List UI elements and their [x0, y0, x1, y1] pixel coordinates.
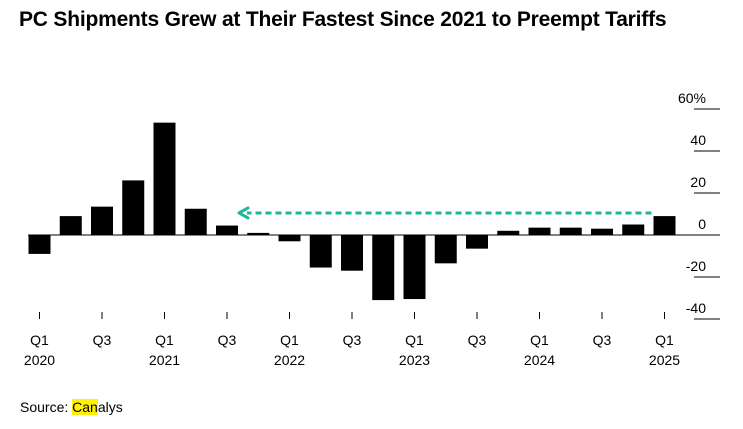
bar	[653, 216, 676, 235]
bar	[153, 122, 176, 235]
bar	[622, 224, 645, 235]
x-tick-quarter: Q3	[343, 332, 362, 348]
y-tick-label: 60%	[678, 90, 706, 106]
source-rest: alys	[97, 399, 123, 415]
bar	[122, 180, 145, 235]
x-axis: Q1 2020 Q3 Q1 2021 Q3 Q1 2022 Q3 Q1 2023 Q3 Q1 2024 Q3…	[24, 312, 680, 368]
y-tick-label: 40	[690, 132, 706, 148]
x-tick-quarter: Q3	[93, 332, 112, 348]
bar	[591, 228, 613, 235]
bar	[559, 227, 582, 235]
bar	[434, 235, 457, 264]
bars	[28, 122, 676, 301]
bar	[341, 235, 363, 271]
bar	[216, 225, 238, 235]
chart-title: PC Shipments Grew at Their Fastest Since…	[19, 8, 667, 31]
x-tick-quarter: Q3	[593, 332, 612, 348]
bar	[403, 235, 426, 300]
x-tick-quarter: Q3	[468, 332, 487, 348]
x-tick-quarter: Q3	[218, 332, 237, 348]
bar	[528, 227, 551, 235]
bar	[247, 232, 270, 235]
bar	[28, 235, 51, 254]
source-prefix: Source:	[20, 399, 73, 415]
annotation-arrow	[237, 206, 652, 220]
bar	[466, 235, 488, 249]
bar	[184, 208, 207, 235]
y-tick-label: 20	[690, 174, 706, 190]
x-tick-quarter: Q1	[405, 332, 424, 348]
bar	[372, 235, 395, 301]
x-tick-year: 2023	[399, 352, 430, 368]
x-tick-year: 2020	[24, 352, 55, 368]
bar	[278, 235, 301, 242]
x-tick-quarter: Q1	[530, 332, 549, 348]
x-tick-quarter: Q1	[655, 332, 674, 348]
x-tick-year: 2021	[149, 352, 180, 368]
arrow-head	[237, 206, 250, 220]
bar	[59, 216, 82, 235]
source-highlight: Can	[72, 399, 98, 415]
x-tick-quarter: Q1	[30, 332, 49, 348]
bar	[309, 235, 332, 268]
x-tick-year: 2022	[274, 352, 305, 368]
y-axis: 60% 40 20 0 -20 -40	[678, 90, 720, 320]
source-note: Source: Canalys	[20, 399, 123, 415]
y-tick-label: -40	[686, 300, 706, 316]
bar	[91, 206, 113, 235]
x-tick-quarter: Q1	[280, 332, 299, 348]
bar	[497, 230, 520, 235]
x-tick-year: 2024	[524, 352, 555, 368]
x-tick-year: 2025	[649, 352, 680, 368]
y-tick-label: 0	[698, 216, 706, 232]
y-tick-label: -20	[686, 258, 706, 274]
x-tick-quarter: Q1	[155, 332, 174, 348]
